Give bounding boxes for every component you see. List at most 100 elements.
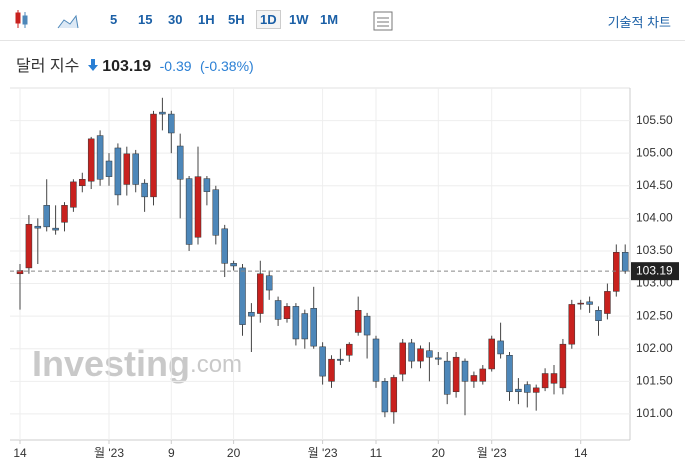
candle-body	[604, 291, 611, 314]
candle-body	[497, 340, 504, 355]
toolbar: 5 15 30 1H 5H 1D 1W 1M 기술적 차트	[0, 0, 685, 41]
watermark-main: Investing	[32, 343, 190, 384]
current-price-badge	[631, 262, 679, 281]
candle-body	[613, 252, 620, 292]
candle-body	[337, 358, 344, 361]
candle-body	[417, 348, 424, 362]
candle-body	[559, 343, 567, 389]
candle-body	[435, 357, 442, 360]
x-tick-label: 20	[227, 446, 241, 460]
candle-body	[283, 306, 291, 320]
y-tick-label: 105.50	[636, 113, 673, 127]
candle-body	[70, 181, 77, 208]
candle-body	[577, 302, 584, 305]
candle-body	[506, 355, 513, 393]
candle-body	[25, 223, 33, 269]
candle-body	[274, 300, 282, 320]
candle-body	[185, 178, 193, 245]
y-tick-label: 104.50	[636, 178, 673, 192]
x-tick-label: 11	[370, 446, 383, 460]
candle-body	[532, 387, 540, 393]
area-icon[interactable]	[57, 14, 79, 29]
change: -0.39	[159, 58, 192, 74]
watermark-suffix: .com	[190, 351, 242, 378]
candle-body	[248, 311, 255, 317]
x-tick-label: 20	[432, 446, 446, 460]
x-tick-label: 14	[574, 446, 588, 460]
candle-body	[372, 338, 380, 382]
settings-icon[interactable]	[372, 10, 394, 32]
tech-chart-link[interactable]: 기술적 차트	[607, 15, 671, 30]
y-tick-label: 103.50	[636, 243, 673, 257]
y-tick-label: 102.50	[636, 308, 673, 322]
candle-body	[363, 315, 371, 336]
candle-body	[257, 273, 264, 314]
candle-body	[132, 153, 139, 185]
y-tick-label: 101.50	[636, 374, 673, 388]
y-tick-label: 104.00	[636, 211, 673, 225]
candle-body	[43, 205, 50, 228]
interval-button[interactable]: 1H	[198, 12, 215, 27]
candle-icon[interactable]	[15, 10, 21, 28]
quote-header: 달러 지수 103.19 -0.39 (-0.38%)	[16, 52, 258, 76]
candle-body	[79, 179, 86, 187]
candle-body	[159, 111, 166, 115]
candle-body	[292, 306, 300, 340]
candle-body	[239, 267, 246, 325]
candle-body	[328, 358, 335, 382]
x-tick-label: 14	[13, 446, 27, 460]
interval-button[interactable]: 30	[168, 12, 183, 27]
candle-body	[61, 205, 68, 223]
candle-body	[595, 310, 602, 321]
candle-body	[123, 153, 131, 185]
interval-button[interactable]: 5	[110, 12, 118, 27]
candle-body	[443, 360, 451, 395]
candle-body	[319, 346, 326, 377]
candle-body	[114, 147, 122, 196]
candle-body	[346, 343, 353, 356]
candle-body	[550, 373, 558, 384]
candle-body	[399, 342, 406, 375]
candle-body	[150, 113, 157, 198]
candle-body	[176, 145, 184, 180]
candle-body	[488, 338, 495, 370]
candle-body	[390, 377, 398, 413]
candle-body	[408, 342, 415, 362]
candle-body	[34, 225, 42, 229]
candle-body	[96, 135, 104, 180]
x-tick-label: 월 '23	[308, 446, 338, 460]
candle-body	[168, 113, 175, 134]
candle-body	[310, 308, 317, 347]
interval-button[interactable]: 5H	[228, 12, 245, 27]
y-tick-label: 105.00	[636, 145, 673, 159]
interval-button[interactable]: 1D	[256, 10, 281, 29]
candle-body	[212, 189, 220, 236]
price: 103.19	[102, 58, 152, 75]
change-pct: (-0.38%)	[200, 58, 254, 74]
x-tick-label: 월 '23	[477, 446, 507, 460]
candle-body	[452, 356, 460, 393]
x-tick-label: 월 '23	[94, 446, 124, 460]
candle-body	[621, 252, 629, 272]
candle-body	[354, 310, 362, 333]
candle-body	[203, 178, 211, 192]
interval-button[interactable]: 1W	[289, 12, 309, 27]
candle-body	[265, 275, 273, 291]
candle-body	[105, 160, 113, 177]
interval-button[interactable]: 15	[138, 12, 153, 27]
candle-body	[515, 388, 522, 393]
y-tick-label: 101.00	[636, 406, 673, 420]
candle-body	[230, 263, 237, 267]
candle-body	[87, 138, 95, 182]
current-price-label: 103.19	[636, 263, 673, 277]
candle-body	[586, 301, 593, 305]
candle-body	[461, 360, 469, 382]
interval-button[interactable]: 1M	[320, 12, 339, 27]
down-arrow	[87, 59, 98, 71]
chart-type-icons	[15, 10, 79, 29]
candle-body	[479, 368, 487, 382]
candle-body	[16, 270, 24, 275]
instrument-name: 달러 지수	[16, 58, 80, 75]
